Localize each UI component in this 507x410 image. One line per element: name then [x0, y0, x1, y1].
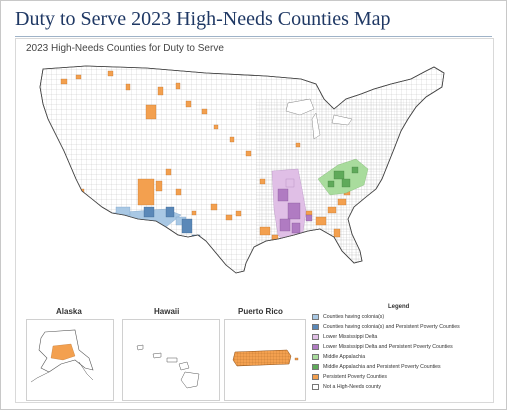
legend-label: Middle Appalachia and Persistent Poverty…: [323, 364, 441, 370]
legend-swatch: [312, 374, 319, 380]
inset-label-alaska: Alaska: [56, 307, 82, 316]
legend-item: Persistent Poverty Counties: [312, 373, 387, 381]
legend-item: Lower Mississippi Delta: [312, 333, 377, 341]
map-visualization: 2023 High-Needs Counties for Duty to Ser…: [15, 38, 494, 403]
legend-swatch: [312, 324, 319, 330]
title-divider: [15, 36, 492, 37]
legend-label: Counties having colonia(s): [323, 314, 385, 320]
alaska-map: [30, 329, 94, 383]
legend-label: Middle Appalachia: [323, 354, 366, 360]
legend-label: Persistent Poverty Counties: [323, 374, 388, 380]
inset-alaska: [26, 319, 114, 401]
legend-label: Lower Mississippi Delta and Persistent P…: [323, 344, 453, 350]
legend-swatch: [312, 384, 319, 390]
inset-label-hawaii: Hawaii: [154, 307, 180, 316]
legend-label: Lower Mississippi Delta: [323, 334, 378, 340]
map-title: 2023 High-Needs Counties for Duty to Ser…: [26, 43, 224, 54]
legend-item: Middle Appalachia and Persistent Poverty…: [312, 363, 441, 371]
inset-label-puerto-rico: Puerto Rico: [238, 307, 283, 316]
legend-item: Not a High-Needs county: [312, 383, 381, 391]
legend-label: Counties having colonia(s) and Persisten…: [323, 324, 460, 330]
legend-swatch: [312, 364, 319, 370]
legend-title: Legend: [388, 304, 410, 310]
legend-label: Not a High-Needs county: [323, 384, 381, 390]
legend-item: Lower Mississippi Delta and Persistent P…: [312, 343, 453, 351]
inset-puerto-rico: [224, 319, 306, 401]
legend-item: Middle Appalachia: [312, 353, 365, 361]
hawaii-map: [136, 344, 200, 389]
legend-item: Counties having colonia(s) and Persisten…: [312, 323, 460, 331]
page-title: Duty to Serve 2023 High-Needs Counties M…: [15, 8, 391, 30]
legend-swatch: [312, 314, 319, 320]
conus-map: [39, 65, 445, 274]
puerto-rico-map: [232, 349, 299, 367]
legend-item: Counties having colonia(s): [312, 313, 384, 321]
inset-hawaii: [122, 319, 220, 401]
legend-swatch: [312, 334, 319, 340]
legend-swatch: [312, 344, 319, 350]
legend-swatch: [312, 354, 319, 360]
